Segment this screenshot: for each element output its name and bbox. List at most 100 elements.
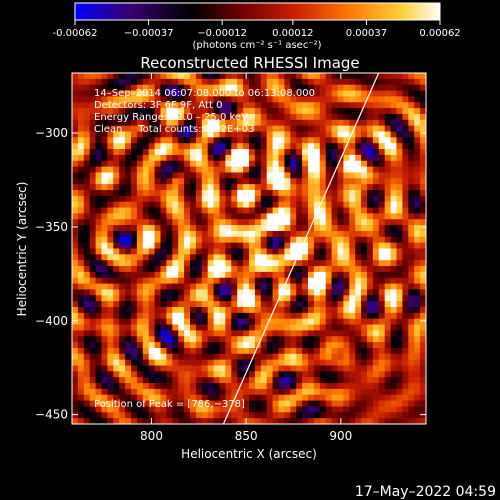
- heatmap-cell: [266, 330, 273, 337]
- heatmap-cell: [343, 113, 350, 121]
- heatmap-cell: [420, 283, 426, 290]
- heatmap-cell: [355, 154, 362, 162]
- heatmap-cell: [101, 113, 108, 121]
- heatmap-cell: [113, 113, 120, 121]
- heatmap-cell: [113, 418, 120, 424]
- heatmap-cell: [213, 342, 220, 349]
- heatmap-cell: [367, 318, 374, 325]
- heatmap-cell: [136, 137, 144, 144]
- heatmap-cell: [72, 119, 79, 126]
- heatmap-cell: [331, 394, 338, 401]
- heatmap-cell: [284, 213, 291, 220]
- heatmap-cell: [190, 190, 197, 197]
- heatmap-cell: [278, 78, 285, 85]
- heatmap-cell: [331, 318, 338, 325]
- heatmap-cell: [201, 73, 208, 80]
- heatmap-cell: [195, 295, 203, 302]
- heatmap-cell: [190, 84, 197, 91]
- heatmap-cell: [343, 400, 350, 407]
- heatmap-cell: [237, 201, 244, 208]
- heatmap-cell: [372, 108, 380, 115]
- heatmap-cell: [331, 137, 338, 144]
- heatmap-cell: [131, 178, 138, 185]
- heatmap-cell: [313, 271, 321, 279]
- heatmap-cell: [154, 271, 161, 279]
- heatmap-cell: [414, 254, 421, 261]
- heatmap-cell: [119, 301, 126, 308]
- heatmap-cell: [266, 184, 273, 191]
- heatmap-cell: [325, 394, 332, 401]
- heatmap-cell: [190, 201, 197, 208]
- heatmap-cell: [184, 377, 191, 384]
- heatmap-cell: [119, 289, 126, 296]
- heatmap-cell: [355, 102, 362, 109]
- heatmap-cell: [95, 377, 102, 384]
- heatmap-cell: [313, 260, 321, 267]
- heatmap-cell: [361, 301, 368, 308]
- heatmap-cell: [166, 96, 173, 103]
- heatmap-cell: [95, 137, 102, 144]
- heatmap-cell: [95, 289, 102, 296]
- heatmap-cell: [125, 108, 132, 115]
- heatmap-cell: [101, 160, 108, 167]
- heatmap-cell: [284, 406, 291, 413]
- heatmap-cell: [131, 307, 138, 314]
- heatmap-cell: [142, 137, 149, 144]
- heatmap-cell: [308, 219, 315, 226]
- heatmap-cell: [89, 260, 96, 267]
- heatmap-cell: [254, 295, 262, 302]
- heatmap-cell: [136, 143, 144, 150]
- heatmap-cell: [231, 324, 238, 331]
- heatmap-cell: [136, 318, 144, 325]
- heatmap-cell: [219, 90, 226, 97]
- heatmap-cell: [384, 388, 391, 396]
- heatmap-cell: [278, 160, 285, 167]
- heatmap-cell: [367, 190, 374, 197]
- heatmap-cell: [107, 84, 114, 91]
- heatmap-cell: [408, 289, 415, 296]
- heatmap-cell: [231, 96, 238, 103]
- heatmap-cell: [83, 260, 90, 267]
- heatmap-cell: [95, 219, 102, 226]
- heatmap-cell: [343, 213, 350, 220]
- heatmap-cell: [213, 154, 220, 162]
- heatmap-cell: [125, 102, 132, 109]
- heatmap-cell: [154, 347, 161, 355]
- heatmap-cell: [290, 359, 297, 366]
- heatmap-cell: [361, 230, 368, 238]
- heatmap-cell: [254, 178, 262, 185]
- heatmap-cell: [107, 266, 114, 273]
- heatmap-cell: [213, 230, 220, 238]
- heatmap-cell: [302, 383, 309, 390]
- heatmap-cell: [95, 295, 102, 302]
- heatmap-cell: [349, 225, 356, 232]
- heatmap-cell: [77, 365, 85, 372]
- heatmap-cell: [101, 266, 108, 273]
- heatmap-cell: [101, 213, 108, 220]
- heatmap-cell: [231, 143, 238, 150]
- heatmap-cell: [254, 388, 262, 396]
- heatmap-cell: [272, 166, 279, 173]
- heatmap-cell: [154, 295, 161, 302]
- heatmap-cell: [266, 289, 273, 296]
- heatmap-cell: [331, 102, 338, 109]
- heatmap-cell: [378, 394, 385, 401]
- heatmap-cell: [190, 342, 197, 349]
- heatmap-cell: [190, 125, 197, 132]
- heatmap-cell: [290, 312, 297, 319]
- heatmap-cell: [154, 359, 161, 366]
- heatmap-cell: [302, 254, 309, 261]
- heatmap-cell: [290, 90, 297, 97]
- heatmap-cell: [119, 295, 126, 302]
- heatmap-cell: [166, 418, 173, 424]
- heatmap-cell: [95, 184, 102, 191]
- heatmap-cell: [272, 277, 279, 284]
- heatmap-cell: [296, 236, 303, 243]
- heatmap-cell: [213, 283, 220, 290]
- heatmap-cell: [125, 213, 132, 220]
- heatmap-cell: [160, 213, 167, 220]
- heatmap-cell: [243, 190, 250, 197]
- heatmap-cell: [361, 96, 368, 103]
- heatmap-cell: [166, 149, 173, 156]
- heatmap-cell: [296, 260, 303, 267]
